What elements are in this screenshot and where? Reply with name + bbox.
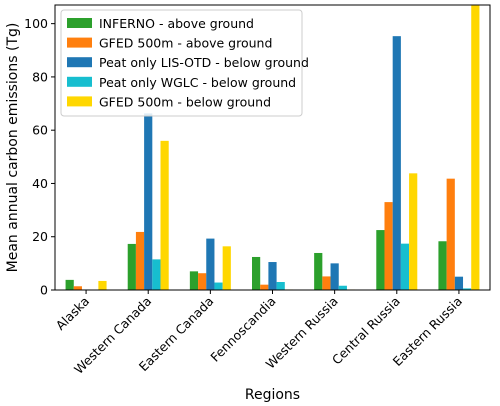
x-tick-label: Fennoscandia	[207, 294, 278, 365]
x-tick-label: Alaska	[53, 294, 93, 334]
bar-eastern-canada-series-3	[206, 238, 215, 290]
bar-western-canada-series-3	[144, 113, 153, 290]
y-axis-label: Mean annual carbon emissions (Tg)	[5, 23, 21, 273]
legend-label: Peat only WGLC - below ground	[99, 75, 296, 90]
bar-eastern-russia-series-4	[463, 288, 472, 290]
y-tick-label: 40	[32, 176, 48, 191]
bar-central-russia-series-4	[400, 243, 410, 290]
bar-western-canada-series-4	[152, 259, 161, 290]
bar-eastern-russia-series-3	[454, 276, 464, 290]
y-tick-label: 80	[32, 69, 48, 84]
legend-label: GFED 500m - below ground	[99, 94, 271, 109]
bar-central-russia-series-3	[392, 36, 401, 291]
bar-alaska-series-5	[98, 280, 107, 290]
legend-swatch	[67, 37, 92, 48]
x-axis-label: Regions	[245, 387, 300, 403]
bar-fennoscandia-series-4	[276, 282, 285, 290]
bar-central-russia-series-2	[384, 202, 393, 290]
y-tick-label: 60	[32, 123, 48, 138]
legend-box	[60, 9, 303, 117]
bar-central-russia-series-1	[376, 230, 385, 290]
legend-swatch	[67, 76, 92, 87]
bar-fennoscandia-series-1	[252, 256, 261, 290]
legend-swatch	[67, 18, 92, 28]
bar-eastern-canada-series-2	[198, 273, 207, 290]
legend-swatch	[67, 57, 92, 68]
bars-layer	[65, 5, 480, 291]
bar-eastern-russia-series-2	[446, 178, 455, 290]
legend-label: INFERNO - above ground	[99, 16, 254, 31]
bar-western-canada-series-1	[127, 243, 136, 290]
bar-alaska-series-1	[65, 279, 74, 290]
bar-western-russia-series-4	[338, 285, 347, 290]
legend-swatch	[67, 96, 92, 107]
y-tick-label: 0	[40, 283, 48, 298]
legend-label: Peat only LIS-OTD - below ground	[99, 55, 309, 70]
bar-western-russia-series-1	[314, 252, 323, 290]
bar-western-canada-series-2	[135, 231, 145, 290]
bar-eastern-canada-series-5	[222, 246, 231, 290]
bar-western-canada-series-5	[160, 140, 169, 290]
bar-eastern-russia-series-5	[471, 5, 480, 290]
bar-eastern-russia-series-1	[438, 241, 447, 290]
bar-central-russia-series-5	[409, 173, 418, 290]
bar-eastern-canada-series-1	[189, 271, 199, 290]
bar-western-russia-series-2	[322, 276, 331, 290]
y-tick-label: 20	[32, 229, 48, 244]
bar-eastern-canada-series-4	[214, 282, 223, 290]
y-tick-label: 100	[24, 16, 48, 31]
bar-fennoscandia-series-2	[260, 284, 269, 290]
bar-alaska-series-2	[73, 286, 82, 290]
bar-western-russia-series-3	[330, 263, 339, 290]
y-axis: 0 20 40 60 80 100	[24, 16, 55, 298]
legend: INFERNO - above ground GFED 500m - above …	[60, 9, 309, 117]
legend-label: GFED 500m - above ground	[99, 36, 272, 51]
bar-fennoscandia-series-3	[268, 262, 277, 290]
